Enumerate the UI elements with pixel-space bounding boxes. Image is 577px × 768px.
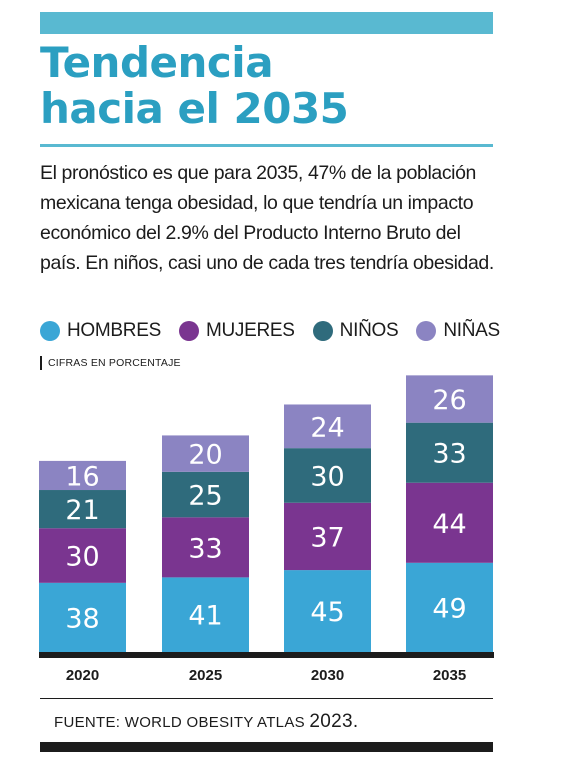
bar-segment	[162, 435, 249, 472]
bar-segment	[39, 490, 126, 529]
legend-swatch	[416, 321, 437, 341]
bar-segment	[406, 422, 493, 483]
legend-label: NIÑAS	[443, 320, 500, 341]
legend-item: MUJERES	[178, 320, 295, 342]
chart-description: El pronóstico es que para 2035, 47% de l…	[40, 162, 494, 274]
bar-2035: 49 44 33 26	[406, 375, 493, 652]
legend-swatch	[178, 321, 199, 341]
bar-segment	[162, 471, 249, 518]
data-label: 33	[188, 533, 222, 564]
legend-label: MUJERES	[205, 320, 295, 341]
x-axis-line	[39, 652, 494, 658]
data-label: 24	[310, 412, 344, 443]
units-text: Cifras en porcentaje	[48, 357, 181, 369]
legend-swatch	[312, 321, 333, 341]
chart-legend: HOMBRES MUJERES NIÑOS NIÑAS	[40, 318, 500, 344]
source-rule	[40, 698, 493, 699]
data-label: 37	[310, 522, 344, 553]
data-label: 21	[65, 495, 99, 526]
bar-segment	[39, 582, 126, 652]
bar-segment	[406, 562, 493, 652]
data-label: 30	[65, 542, 99, 573]
data-label: 44	[432, 509, 466, 540]
legend-item: HOMBRES	[40, 320, 161, 342]
data-label: 30	[310, 461, 344, 492]
x-tick-label: 2025	[189, 667, 222, 684]
legend-item: NIÑOS	[312, 320, 399, 342]
bar-segment	[162, 577, 249, 652]
units-note: Cifras en porcentaje	[40, 356, 181, 370]
data-label: 20	[188, 440, 222, 471]
chart-title: Tendencia hacia el 2035	[40, 40, 493, 132]
bar-segment	[39, 528, 126, 583]
data-label: 41	[188, 601, 222, 632]
bar-segment	[406, 375, 493, 423]
header-accent-bar	[40, 12, 493, 34]
source-text: FUENTE: WORLD OBESITY ATLAS	[54, 714, 305, 731]
bar-segment	[284, 502, 371, 571]
x-tick-label: 2035	[433, 667, 466, 684]
bar-segment	[284, 448, 371, 503]
legend-label: NIÑOS	[339, 320, 399, 341]
x-tick-label: 2030	[311, 667, 344, 684]
bar-segment	[406, 482, 493, 563]
data-label: 33	[432, 439, 466, 470]
units-tick	[40, 356, 42, 370]
data-label: 26	[432, 385, 466, 416]
data-label: 16	[65, 461, 99, 492]
source-note: FUENTE: WORLD OBESITY ATLAS 2023.	[54, 711, 358, 733]
title-rule	[40, 144, 493, 147]
legend-label: HOMBRES	[67, 320, 161, 341]
bar-segment	[284, 570, 371, 652]
data-label: 25	[188, 481, 222, 512]
bar-segment	[39, 460, 126, 491]
legend-item: NIÑAS	[416, 320, 500, 342]
data-label: 49	[432, 593, 466, 624]
title-line-2: hacia el 2035	[40, 84, 349, 133]
bar-2030: 45 37 30 24	[284, 404, 371, 652]
bar-segment	[162, 517, 249, 578]
legend-swatch	[40, 321, 60, 341]
footer-bar	[40, 742, 493, 752]
data-label: 38	[65, 603, 99, 634]
bar-2025: 41 33 25 20	[162, 435, 249, 652]
bar-segment	[284, 404, 371, 449]
source-year: 2023.	[309, 711, 359, 732]
title-line-1: Tendencia	[40, 38, 274, 87]
x-tick-label: 2020	[66, 667, 99, 684]
data-label: 45	[310, 597, 344, 628]
